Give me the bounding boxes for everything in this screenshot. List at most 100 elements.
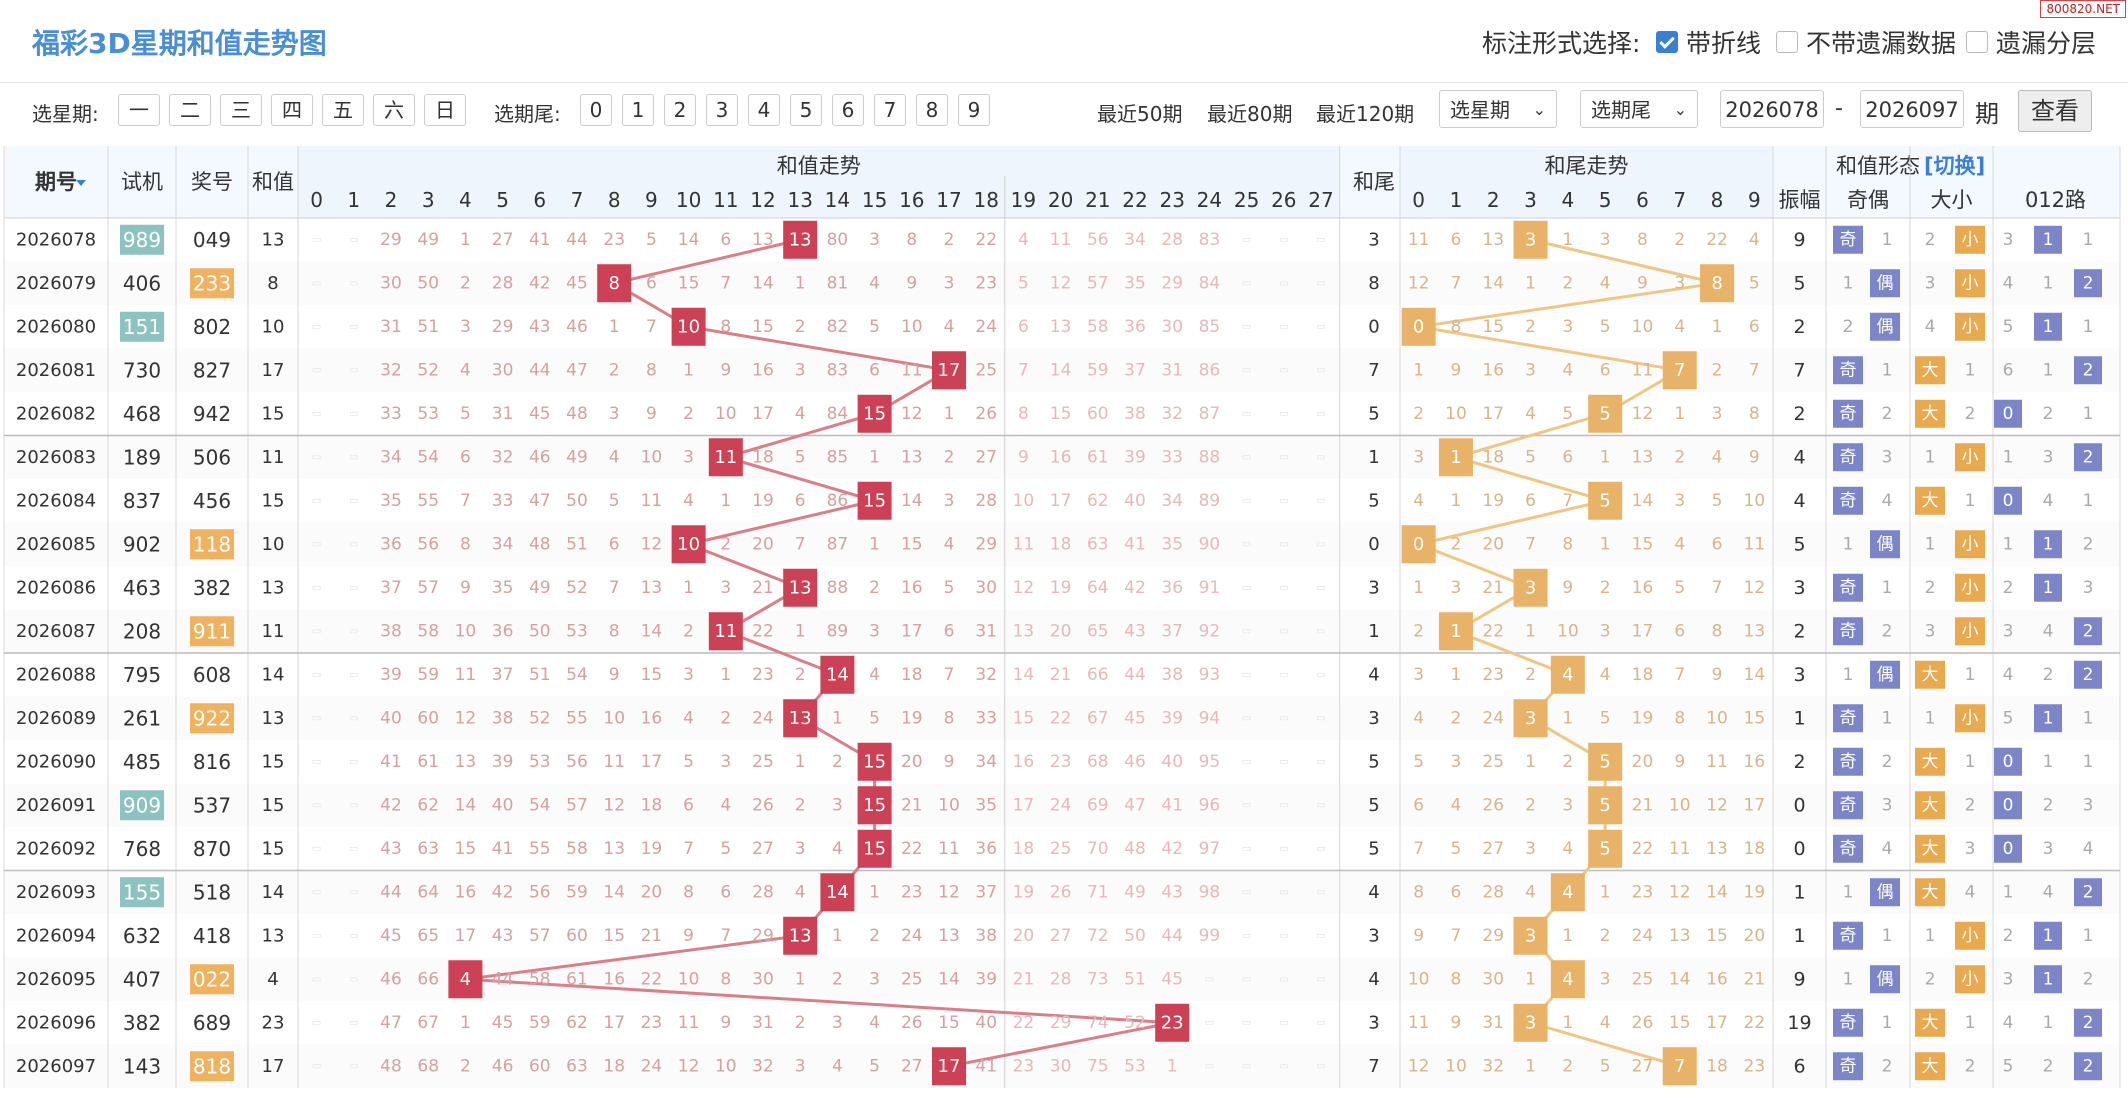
tail-select-value: 选期尾 xyxy=(1591,98,1651,122)
tail-button[interactable]: 6 xyxy=(832,94,864,126)
sum-miss-value: 14 xyxy=(1050,360,1072,380)
tail-button[interactable]: 9 xyxy=(958,94,990,126)
range-dash: - xyxy=(1835,96,1843,121)
tail-button[interactable]: 7 xyxy=(874,94,906,126)
sum-miss-value: 52 xyxy=(1124,1013,1146,1033)
sum-miss-value: 48 xyxy=(1124,839,1146,859)
empty-cell: ▭ xyxy=(349,1061,358,1072)
amp-header: 振幅 xyxy=(1779,188,1821,212)
option-miss-layer[interactable]: 遗漏分层 xyxy=(1966,24,2096,60)
sum-miss-value: 14 xyxy=(641,621,663,641)
recent-80-link[interactable]: 最近80期 xyxy=(1207,102,1293,126)
bigsmall-miss: 2 xyxy=(1965,795,1976,815)
tail-miss-value: 6 xyxy=(1525,491,1536,511)
checkbox-icon[interactable] xyxy=(1656,31,1678,53)
tail-button[interactable]: 5 xyxy=(790,94,822,126)
tail-button[interactable]: 4 xyxy=(748,94,780,126)
sum-miss-value: 3 xyxy=(832,1013,843,1033)
tail-select[interactable]: 选期尾 ⌄ xyxy=(1580,90,1698,128)
sum-miss-value: 31 xyxy=(752,1013,774,1033)
empty-cell: ▭ xyxy=(349,452,358,463)
from-period-input[interactable]: 2026078 xyxy=(1720,90,1824,128)
checkbox-icon[interactable] xyxy=(1776,31,1798,53)
weekday-button[interactable]: 六 xyxy=(373,94,415,126)
sum-cell: 8 xyxy=(267,273,278,294)
weekday-button[interactable]: 二 xyxy=(169,94,211,126)
road-miss: 2 xyxy=(2083,969,2094,989)
road-miss: 3 xyxy=(2043,839,2054,859)
tail-button[interactable]: 3 xyxy=(706,94,738,126)
checkbox-icon[interactable] xyxy=(1966,31,1988,53)
recent-50-link[interactable]: 最近50期 xyxy=(1097,102,1183,126)
tail-miss-value: 16 xyxy=(1632,578,1654,598)
sum-miss-value: 37 xyxy=(380,578,402,598)
tail-miss-value: 14 xyxy=(1632,491,1654,511)
sum-miss-value: 7 xyxy=(795,534,806,554)
switch-link[interactable]: [切换] xyxy=(1924,154,1985,178)
tail-miss-value: 6 xyxy=(1600,360,1611,380)
sum-miss-value: 31 xyxy=(380,317,402,337)
weekday-button[interactable]: 五 xyxy=(322,94,364,126)
qi-label: 期 xyxy=(1975,100,1999,128)
weekday-select[interactable]: 选星期 ⌄ xyxy=(1439,90,1557,128)
bigsmall-header: 大小 xyxy=(1931,188,1973,212)
tail-header: 和尾 xyxy=(1353,170,1395,194)
sum-miss-value: 48 xyxy=(566,404,588,424)
weekday-button[interactable]: 三 xyxy=(220,94,262,126)
tail-button[interactable]: 1 xyxy=(622,94,654,126)
option-with-line[interactable]: 带折线 xyxy=(1656,24,1761,60)
test-cell: 151 xyxy=(123,315,161,339)
tail-button[interactable]: 2 xyxy=(664,94,696,126)
weekday-button[interactable]: 四 xyxy=(271,94,313,126)
tail-miss-value: 4 xyxy=(1600,665,1611,685)
weekday-button[interactable]: 日 xyxy=(424,94,466,126)
tail-miss-value: 4 xyxy=(1712,447,1723,467)
tail-miss-value: 1 xyxy=(1525,752,1536,772)
bigsmall-value: 小 xyxy=(1962,969,1979,989)
oddeven-miss: 1 xyxy=(1882,578,1893,598)
sum-miss-value: 55 xyxy=(566,708,588,728)
sum-hit-value: 8 xyxy=(608,273,619,294)
sum-miss-value: 14 xyxy=(752,273,774,293)
recent-120-link[interactable]: 最近120期 xyxy=(1316,102,1415,126)
bigsmall-value: 小 xyxy=(1962,621,1979,641)
sum-miss-value: 60 xyxy=(1087,404,1109,424)
sum-miss-value: 12 xyxy=(455,708,477,728)
option-no-miss[interactable]: 不带遗漏数据 xyxy=(1776,24,1956,60)
weekday-select-value: 选星期 xyxy=(1450,98,1510,122)
empty-cell: ▭ xyxy=(349,800,358,811)
sum-hit-value: 13 xyxy=(789,925,812,946)
page-title: 福彩3D星期和值走势图 xyxy=(32,27,327,60)
view-button[interactable]: 查看 xyxy=(2018,90,2092,132)
empty-cell: ▭ xyxy=(1279,930,1288,941)
tail-miss-value: 2 xyxy=(1525,795,1536,815)
bigsmall-miss: 3 xyxy=(1925,621,1936,641)
weekday-button[interactable]: 一 xyxy=(118,94,160,126)
sum-miss-value: 39 xyxy=(1124,447,1146,467)
tail-miss-value: 1 xyxy=(1525,1056,1536,1076)
sum-miss-value: 6 xyxy=(646,273,657,293)
sort-arrow-icon[interactable] xyxy=(76,180,86,186)
sum-miss-value: 65 xyxy=(1087,621,1109,641)
tail-miss-value: 9 xyxy=(1712,665,1723,685)
sum-miss-value: 5 xyxy=(869,317,880,337)
oddeven-box xyxy=(1870,269,1900,298)
empty-cell: ▭ xyxy=(1242,234,1251,245)
tail-hit-box xyxy=(1550,873,1585,912)
tail-miss-value: 27 xyxy=(1482,839,1504,859)
top-bar: 福彩3D星期和值走势图 标注形式选择: 带折线 不带遗漏数据 遗漏分层 8008… xyxy=(0,0,2128,83)
tail-trend-header: 和尾走势 xyxy=(1545,154,1629,178)
empty-cell: ▭ xyxy=(312,234,321,245)
tail-button[interactable]: 8 xyxy=(916,94,948,126)
bigsmall-miss: 4 xyxy=(1965,882,1976,902)
sum-miss-value: 24 xyxy=(901,926,923,946)
empty-cell: ▭ xyxy=(349,539,358,550)
sum-miss-value: 60 xyxy=(566,926,588,946)
sum-miss-value: 19 xyxy=(1013,882,1035,902)
road-value: 2 xyxy=(2083,447,2094,467)
sum-miss-value: 7 xyxy=(646,317,657,337)
to-period-input[interactable]: 2026097 xyxy=(1860,90,1964,128)
tail-button[interactable]: 0 xyxy=(580,94,612,126)
tail-miss-value: 9 xyxy=(1413,926,1424,946)
tail-miss-value: 11 xyxy=(1706,752,1728,772)
